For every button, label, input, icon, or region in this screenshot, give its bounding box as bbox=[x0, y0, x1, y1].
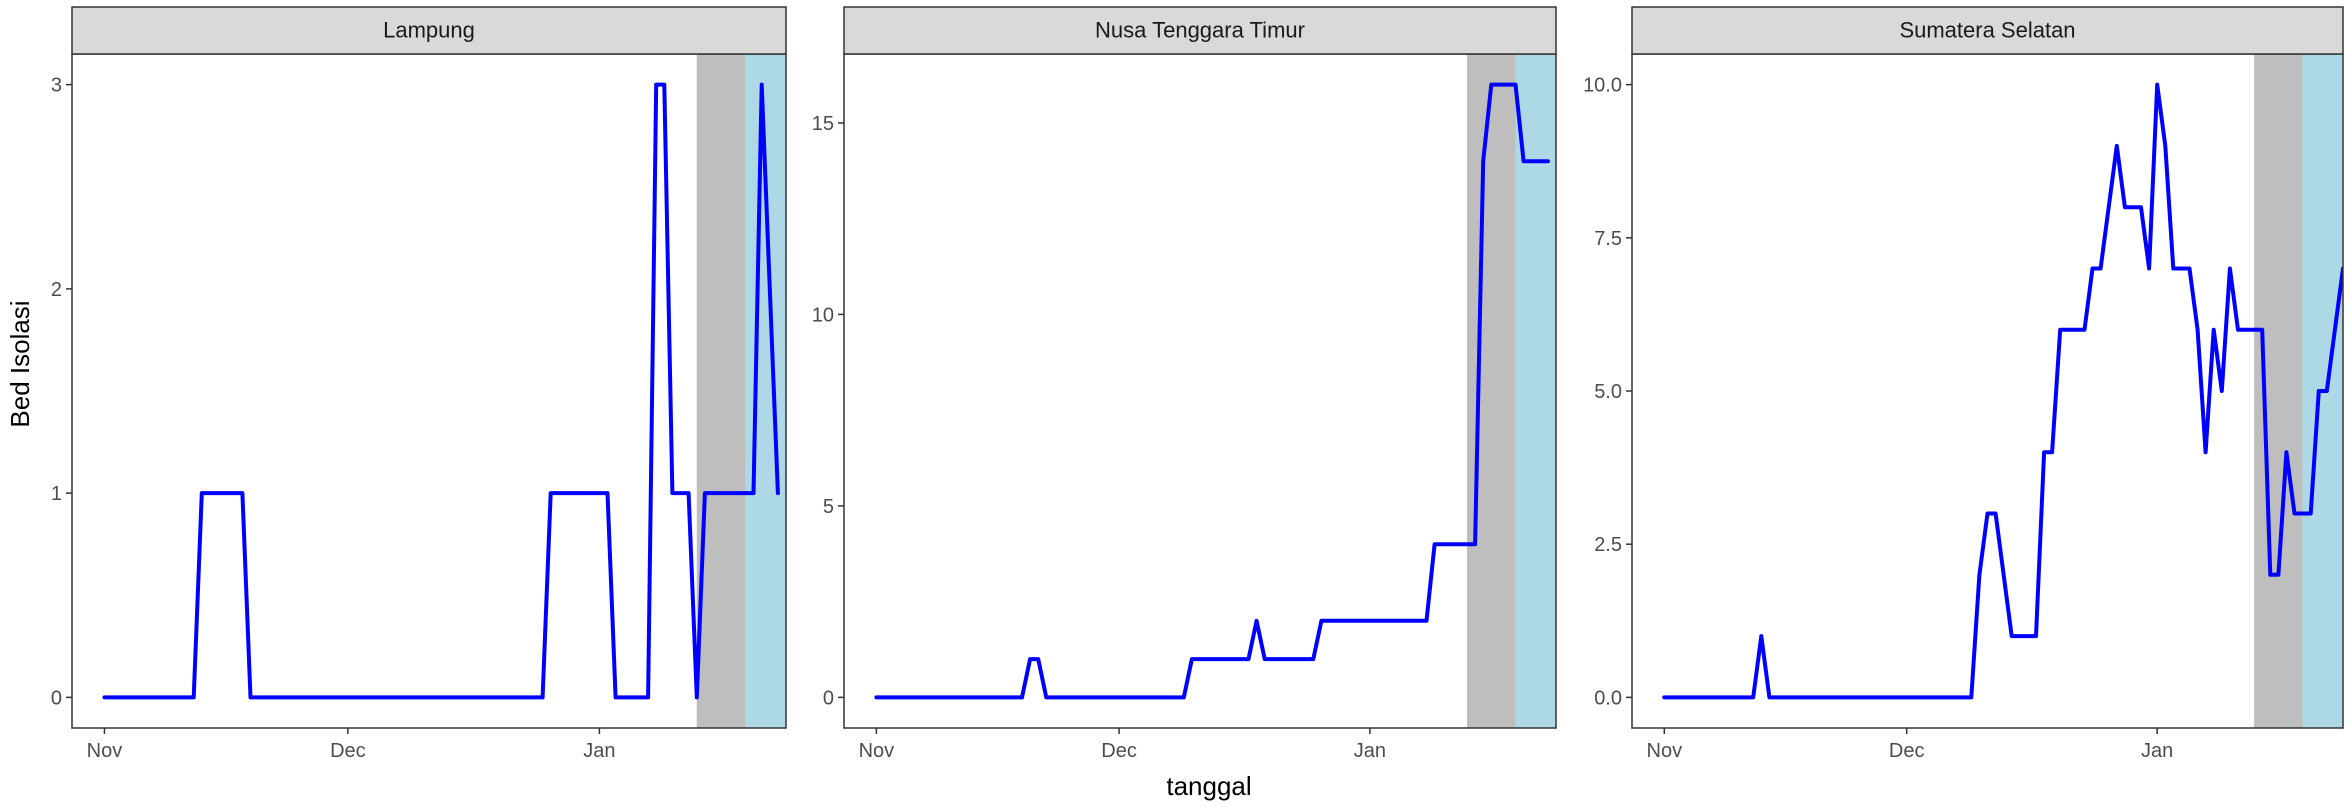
facet-strip bbox=[843, 6, 1557, 55]
shaded-band-2 bbox=[1515, 54, 1556, 728]
x-tick-label: Jan bbox=[1354, 740, 1386, 762]
facet-strip bbox=[1631, 6, 2344, 55]
facet-title: Nusa Tenggara Timur bbox=[1095, 18, 1305, 43]
shaded-bands bbox=[1467, 54, 1556, 728]
panel-nusa-tenggara-timur: Nusa Tenggara Timur 0 5 10 15 Nov Dec Jan bbox=[812, 6, 1557, 762]
series-line-nusa-tenggara-timur bbox=[874, 82, 1550, 700]
x-tick-label: Jan bbox=[583, 740, 615, 762]
series-line-lampung bbox=[102, 82, 780, 700]
panel-lampung: Lampung 0 1 2 3 Nov Dec Jan bbox=[51, 6, 787, 762]
y-tick-label: 7.5 bbox=[1594, 228, 1622, 250]
y-tick-label: 2.5 bbox=[1594, 534, 1622, 556]
facet-title: Lampung bbox=[383, 18, 475, 43]
x-axis-title: tanggal bbox=[1166, 771, 1251, 801]
x-tick-label: Dec bbox=[1101, 740, 1137, 762]
y-tick-label: 1 bbox=[51, 483, 62, 505]
shaded-band-1 bbox=[1467, 54, 1516, 728]
shaded-band-1 bbox=[2254, 54, 2303, 728]
y-tick-label: 15 bbox=[812, 113, 834, 135]
y-tick-label: 10 bbox=[812, 304, 834, 326]
y-axis-title: Bed Isolasi bbox=[5, 300, 35, 427]
panel-sumatera-selatan: Sumatera Selatan 0.0 2.5 5.0 7.5 10.0 Nov Dec Ja… bbox=[1583, 6, 2344, 762]
y-tick-label: 5.0 bbox=[1594, 381, 1622, 403]
shaded-band-1 bbox=[696, 54, 746, 728]
series-line-sumatera-selatan bbox=[1662, 82, 2343, 700]
facet-title: Sumatera Selatan bbox=[1899, 18, 2075, 43]
y-tick-label: 3 bbox=[51, 75, 62, 97]
x-tick-label: Nov bbox=[859, 740, 895, 762]
y-tick-label: 5 bbox=[823, 496, 834, 518]
x-tick-label: Nov bbox=[87, 740, 123, 762]
y-tick-label: 0 bbox=[51, 687, 62, 709]
panel-border bbox=[843, 53, 1557, 729]
y-tick-label: 10.0 bbox=[1583, 75, 1622, 97]
y-tick-label: 2 bbox=[51, 279, 62, 301]
x-tick-label: Dec bbox=[330, 740, 366, 762]
y-tick-label: 0.0 bbox=[1594, 687, 1622, 709]
panel-border bbox=[1631, 53, 2344, 729]
x-tick-label: Dec bbox=[1889, 740, 1925, 762]
x-tick-label: Nov bbox=[1647, 740, 1683, 762]
y-tick-label: 0 bbox=[823, 687, 834, 709]
facet-panels: Lampung 0 1 2 3 Nov Dec Jan Nusa Tenggara Timur 0… bbox=[51, 6, 2344, 762]
shaded-bands bbox=[2254, 54, 2343, 728]
facet-strip bbox=[71, 6, 787, 55]
x-tick-label: Jan bbox=[2141, 740, 2173, 762]
panel-border bbox=[71, 53, 787, 729]
